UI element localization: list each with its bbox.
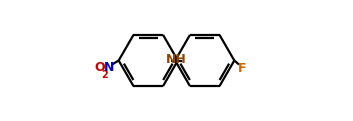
Text: N: N (103, 61, 114, 74)
Text: F: F (238, 62, 247, 75)
Text: NH: NH (166, 53, 187, 66)
Text: 2: 2 (101, 70, 108, 80)
Text: O: O (95, 61, 105, 74)
